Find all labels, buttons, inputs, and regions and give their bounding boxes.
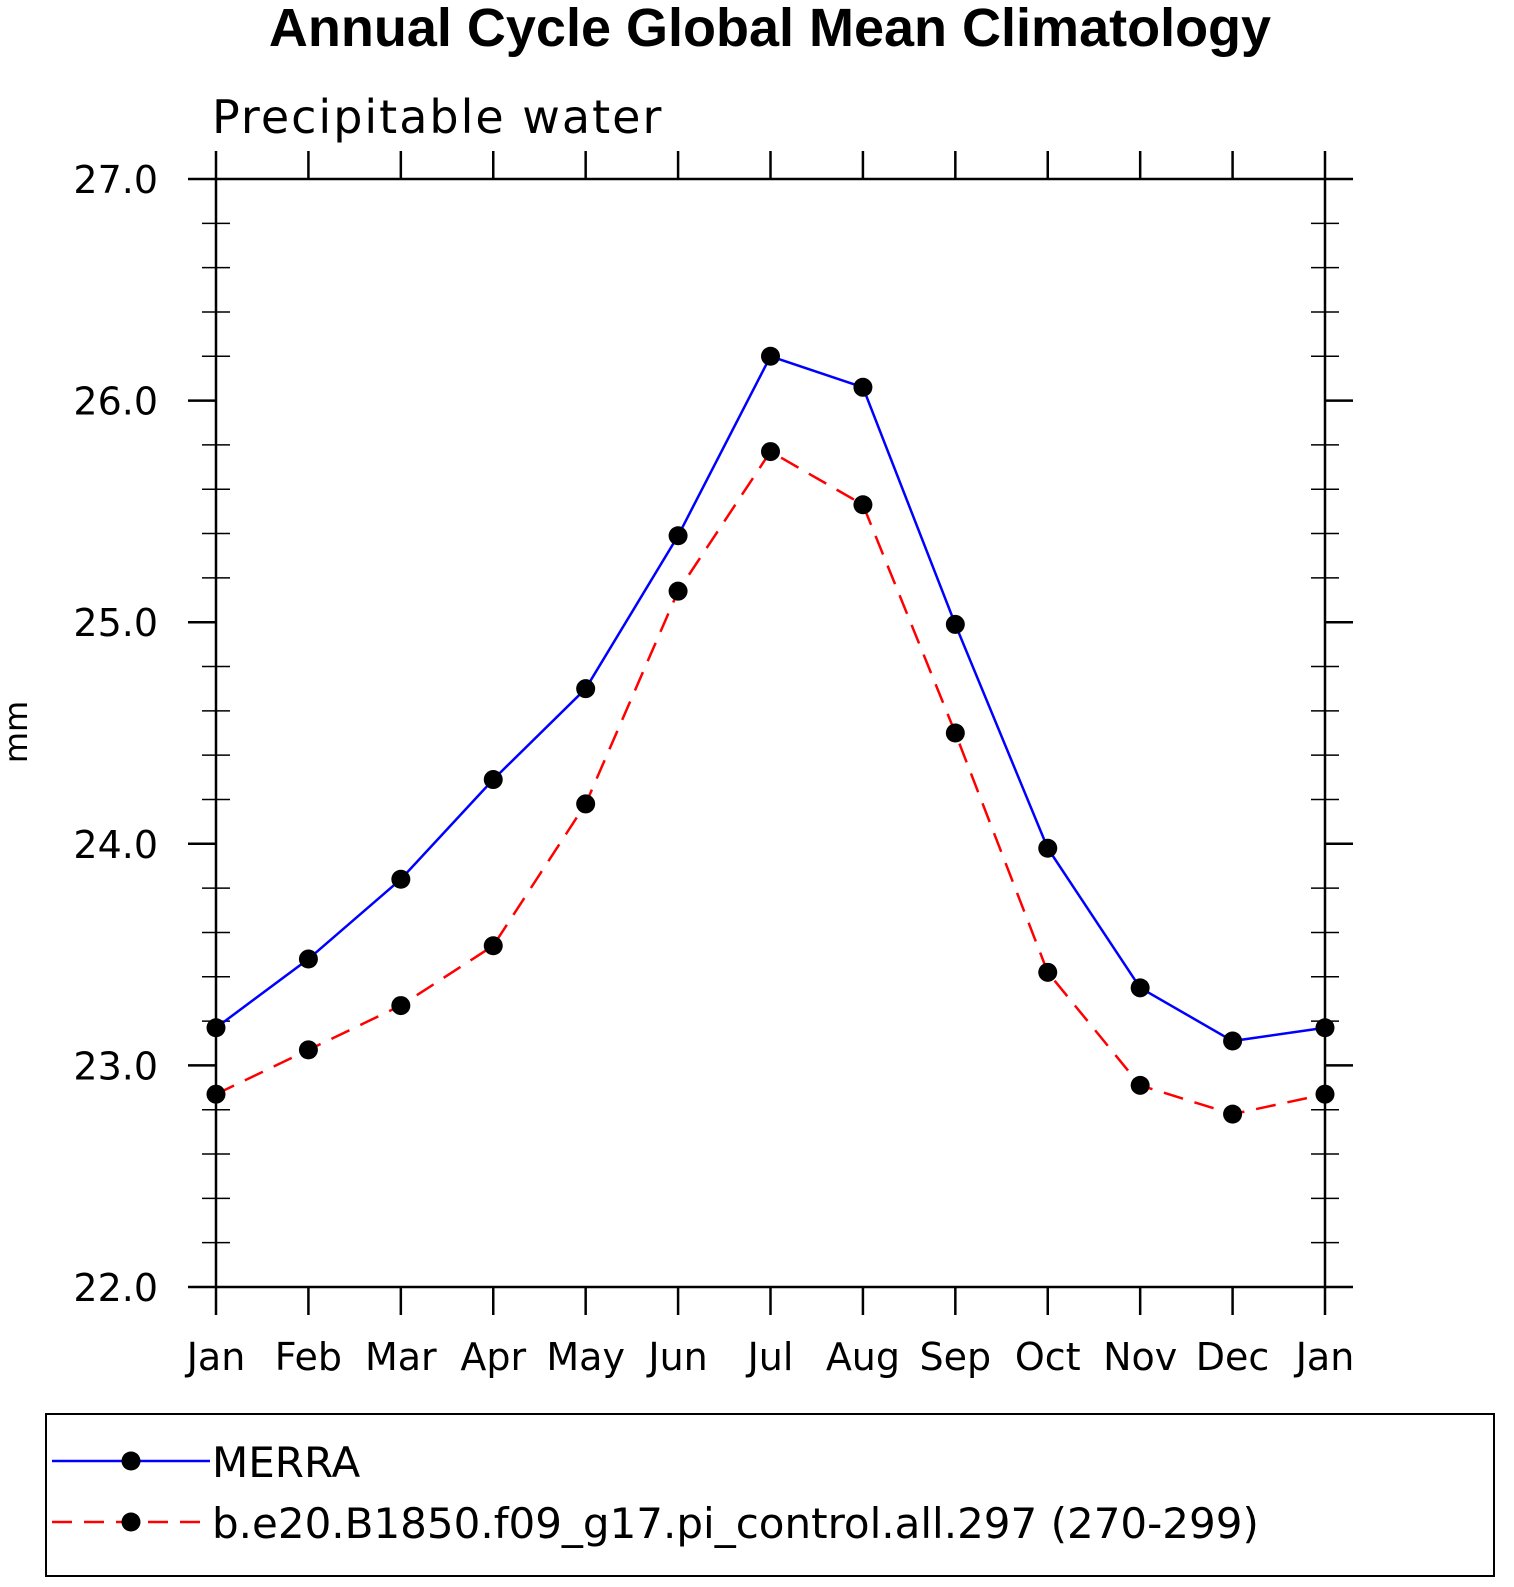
x-tick-label: Feb xyxy=(275,1335,342,1379)
data-point-series-2 xyxy=(1130,1075,1150,1095)
legend-label-2: b.e20.B1850.f09_g17.pi_control.all.297 (… xyxy=(212,1499,1259,1548)
data-point-series-1 xyxy=(483,770,503,790)
data-point-series-1 xyxy=(391,869,411,889)
chart-subtitle: Precipitable water xyxy=(212,90,663,144)
legend-marker-2 xyxy=(121,1512,141,1532)
data-point-series-1 xyxy=(668,526,688,546)
y-axis-label: mm xyxy=(0,701,35,763)
data-point-series-2 xyxy=(1038,962,1058,982)
data-point-series-2 xyxy=(945,723,965,743)
data-point-series-1 xyxy=(1223,1031,1243,1051)
y-tick-label: 27.0 xyxy=(73,158,158,202)
series-layer xyxy=(206,346,1335,1124)
data-point-series-2 xyxy=(853,495,873,515)
y-tick-label: 23.0 xyxy=(73,1044,158,1088)
y-tick-label: 22.0 xyxy=(73,1266,158,1310)
data-point-series-2 xyxy=(1223,1104,1243,1124)
x-tick-label: Jan xyxy=(1294,1335,1355,1379)
data-point-series-2 xyxy=(298,1040,318,1060)
axis-ticks: Jan Feb Mar Apr May Jun Jul Aug Sep Oct Nov Dec Jan 2… xyxy=(73,151,1354,1379)
data-point-series-2 xyxy=(668,581,688,601)
legend-label-1: MERRA xyxy=(212,1438,360,1487)
data-point-series-1 xyxy=(853,377,873,397)
data-point-series-1 xyxy=(1130,978,1150,998)
x-tick-label: Jun xyxy=(646,1335,707,1379)
x-tick-label: Jan xyxy=(185,1335,246,1379)
data-point-series-1 xyxy=(298,949,318,969)
x-tick-label: Apr xyxy=(460,1335,526,1379)
data-point-series-1 xyxy=(206,1018,226,1038)
data-point-series-2 xyxy=(206,1084,226,1104)
legend-box xyxy=(45,1413,1495,1577)
y-tick-label: 26.0 xyxy=(73,380,158,424)
legend-marker-1 xyxy=(121,1451,141,1471)
x-tick-label: Mar xyxy=(365,1335,437,1379)
chart-title: Annual Cycle Global Mean Climatology xyxy=(269,0,1271,58)
series-line-2 xyxy=(215,449,1326,1116)
data-point-series-1 xyxy=(1038,838,1058,858)
data-point-series-1 xyxy=(945,614,965,634)
x-tick-label: Dec xyxy=(1196,1335,1270,1379)
x-tick-label: Jul xyxy=(746,1335,794,1379)
x-tick-label: Oct xyxy=(1015,1335,1081,1379)
data-point-series-1 xyxy=(576,679,596,699)
y-tick-label: 24.0 xyxy=(73,823,158,867)
x-tick-label: May xyxy=(546,1335,625,1379)
data-point-series-2 xyxy=(576,794,596,814)
plot-frame xyxy=(214,177,1327,1289)
data-point-series-2 xyxy=(483,936,503,956)
legend: MERRA b.e20.B1850.f09_g17.pi_control.all.… xyxy=(52,1438,1259,1548)
y-tick-label: 25.0 xyxy=(73,601,158,645)
x-tick-label: Nov xyxy=(1103,1335,1177,1379)
x-tick-label: Aug xyxy=(826,1335,900,1379)
data-point-series-2 xyxy=(1315,1084,1335,1104)
data-point-series-2 xyxy=(391,996,411,1016)
data-point-series-1 xyxy=(761,346,780,366)
x-tick-label: Sep xyxy=(920,1335,992,1379)
data-point-series-1 xyxy=(1315,1018,1335,1038)
data-point-series-2 xyxy=(761,442,780,462)
